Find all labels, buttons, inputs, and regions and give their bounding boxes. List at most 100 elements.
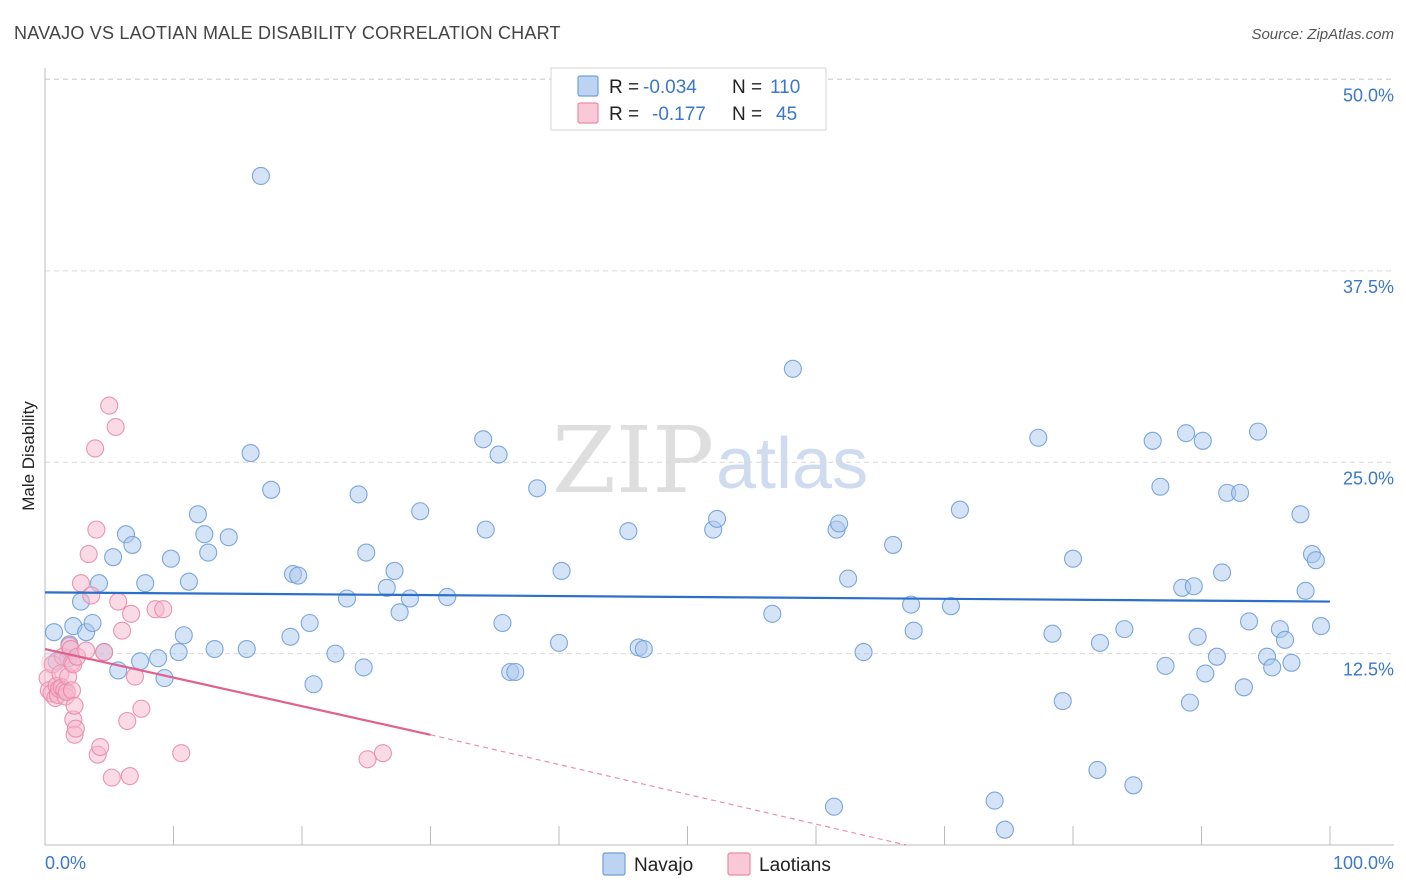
y-tick-label-2: 37.5%	[1343, 277, 1394, 297]
navajo-point-108	[1306, 551, 1325, 570]
y-axis-label: Male Disability	[19, 401, 38, 511]
laotians-point-36	[106, 417, 125, 437]
watermark-atlas: atlas	[716, 424, 868, 504]
navajo-n-value: 110	[770, 77, 800, 98]
laotians-n-value: 45	[776, 104, 797, 125]
laotians-point-45	[154, 600, 173, 619]
legend-laotians-label: Laotians	[759, 855, 831, 876]
x-tick-label-min: 0.0%	[45, 853, 86, 873]
laotians-trend-line	[44, 647, 431, 736]
trend-lines	[44, 591, 1331, 846]
navajo-point-76	[1043, 624, 1062, 643]
navajo-point-75	[1029, 428, 1048, 447]
laotians-point-43	[132, 699, 151, 718]
laotians-point-34	[100, 396, 119, 415]
series-navajo	[44, 166, 1331, 839]
navajo-point-65	[830, 514, 849, 533]
navajo-point-87	[1177, 424, 1196, 443]
navajo-point-77	[1053, 692, 1072, 711]
navajo-swatch	[577, 75, 599, 97]
navajo-point-96	[1231, 483, 1250, 502]
navajo-point-71	[941, 597, 960, 616]
watermark-zip: ZIP	[552, 407, 714, 514]
legend-navajo-swatch	[602, 852, 626, 876]
navajo-point-74	[995, 820, 1014, 839]
navajo-point-99	[1248, 422, 1268, 441]
navajo-point-23	[195, 525, 214, 544]
navajo-point-93	[1207, 647, 1226, 666]
navajo-point-29	[251, 166, 270, 186]
laotians-point-46	[172, 744, 191, 763]
navajo-point-101	[1263, 658, 1282, 677]
navajo-point-35	[304, 675, 323, 694]
navajo-point-92	[1196, 664, 1215, 683]
navajo-point-104	[1282, 653, 1301, 672]
navajo-point-38	[349, 485, 368, 504]
navajo-point-97	[1234, 678, 1253, 697]
navajo-point-61	[763, 604, 782, 623]
navajo-point-85	[1156, 656, 1175, 675]
navajo-point-24	[199, 543, 218, 562]
laotians-point-39	[118, 711, 137, 731]
navajo-point-39	[354, 658, 373, 677]
navajo-point-60	[708, 509, 727, 528]
laotians-point-33	[95, 643, 114, 662]
navajo-point-78	[1063, 549, 1083, 568]
y-tick-label-0: 12.5%	[1343, 660, 1394, 680]
navajo-point-70	[904, 621, 923, 640]
navajo-point-66	[839, 569, 858, 588]
navajo-point-67	[854, 643, 873, 662]
laotians-point-47	[358, 750, 377, 769]
navajo-point-69	[902, 595, 921, 614]
legend-laotians-swatch	[727, 852, 751, 876]
navajo-point-68	[884, 535, 903, 554]
navajo-point-91	[1193, 431, 1212, 450]
navajo-point-22	[188, 505, 207, 524]
laotians-point-22	[65, 696, 84, 715]
navajo-point-90	[1188, 627, 1207, 646]
grid-lines	[45, 78, 1394, 655]
navajo-point-63	[824, 797, 844, 816]
laotians-point-37	[109, 592, 128, 611]
navajo-point-10	[104, 548, 123, 567]
laotians-r-label: R =	[609, 104, 639, 125]
axes	[44, 68, 1394, 846]
navajo-point-25	[205, 639, 224, 659]
navajo-point-40	[357, 543, 376, 562]
navajo-point-84	[1151, 477, 1170, 496]
legend-navajo-label: Navajo	[634, 855, 693, 876]
navajo-point-45	[411, 502, 430, 521]
laotians-point-40	[120, 767, 139, 786]
navajo-point-52	[506, 662, 525, 682]
x-tick-labels: 0.0% 100.0%	[45, 853, 1394, 873]
stats-legend: R = -0.034 N = 110 R = -0.177 N = 45	[550, 67, 827, 131]
navajo-point-13	[123, 535, 142, 554]
navajo-point-103	[1275, 630, 1295, 649]
navajo-point-54	[549, 633, 569, 652]
navajo-point-16	[149, 649, 168, 668]
navajo-point-82	[1124, 776, 1143, 795]
x-tick-label-max: 100.0%	[1333, 853, 1394, 873]
navajo-point-19	[169, 643, 188, 662]
laotians-point-32	[91, 737, 110, 757]
series-laotians	[38, 396, 393, 787]
laotians-point-35	[102, 768, 121, 787]
navajo-point-7	[83, 613, 102, 633]
laotians-point-38	[113, 621, 132, 640]
laotians-point-48	[373, 744, 393, 763]
navajo-point-28	[241, 444, 260, 463]
navajo-point-15	[136, 574, 155, 593]
navajo-point-0	[44, 623, 64, 642]
y-tick-labels: 12.5% 25.0% 37.5% 50.0%	[1343, 86, 1394, 680]
laotians-point-28	[82, 586, 101, 605]
navajo-point-37	[337, 589, 357, 608]
navajo-point-44	[400, 589, 419, 608]
navajo-point-50	[493, 613, 512, 633]
laotians-point-23	[66, 719, 85, 738]
navajo-trend-line	[44, 591, 1331, 603]
navajo-r-value: -0.034	[643, 77, 697, 98]
navajo-point-94	[1213, 563, 1232, 582]
navajo-point-105	[1291, 505, 1310, 524]
navajo-point-30	[262, 480, 281, 499]
